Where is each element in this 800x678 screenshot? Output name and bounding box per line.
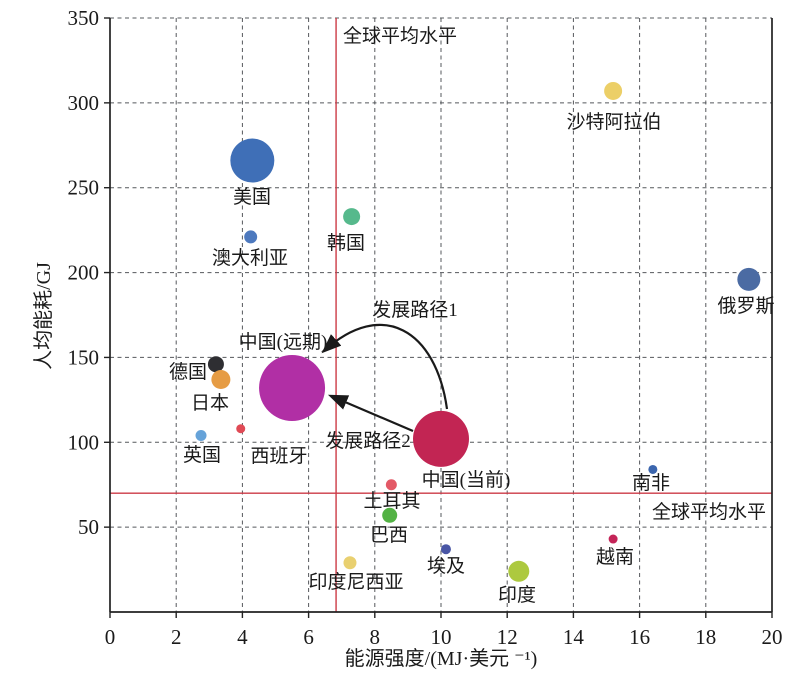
x-tick-label-6: 6 [303, 625, 314, 649]
x-tick-label-10: 10 [431, 625, 452, 649]
y-axis-title: 人均能耗/GJ [32, 262, 55, 370]
bubble-germany [207, 356, 224, 373]
bubble-label-germany: 德国 [169, 361, 207, 383]
development-path-1-label: 发展路径1 [372, 299, 458, 321]
bubble-label-russia: 俄罗斯 [717, 295, 774, 317]
bubble-russia [737, 267, 761, 291]
y-tick-label-250: 250 [68, 176, 100, 200]
bubble-label-egypt: 埃及 [427, 555, 465, 577]
x-tick-label-8: 8 [370, 625, 381, 649]
bubble-australia [244, 230, 258, 244]
bubble-brazil [382, 507, 398, 523]
bubble-south-africa [648, 464, 658, 474]
bubble-saudi-arabia [604, 81, 623, 100]
bubble-label-australia: 澳大利亚 [212, 247, 288, 269]
x-tick-label-18: 18 [695, 625, 716, 649]
bubble-label-south-africa: 南非 [632, 472, 670, 494]
bubble-label-china-future: 中国(远期) [239, 331, 328, 353]
global-average-label-bottom: 全球平均水平 [652, 501, 766, 523]
bubble-label-south-korea: 韩国 [327, 232, 365, 254]
bubble-label-china-current: 中国(当前) [422, 469, 511, 491]
y-tick-label-150: 150 [68, 345, 100, 369]
bubble-label-brazil: 巴西 [370, 525, 408, 546]
bubble-india [508, 560, 530, 582]
x-axis-title: 能源强度/(MJ·美元 ⁻¹) [345, 647, 538, 670]
bubble-label-saudi-arabia: 沙特阿拉伯 [566, 111, 661, 133]
bubble-china-future [259, 354, 326, 421]
bubble-label-spain: 西班牙 [250, 445, 307, 467]
development-path-1-arrow [321, 323, 449, 410]
y-tick-label-350: 350 [68, 6, 100, 30]
bubble-usa [230, 138, 275, 183]
x-tick-label-2: 2 [171, 625, 182, 649]
y-tick-label-50: 50 [78, 515, 99, 539]
bubble-indonesia [343, 556, 357, 570]
bubble-label-usa: 美国 [233, 186, 271, 208]
bubble-label-japan: 日本 [191, 392, 229, 414]
bubble-egypt [440, 544, 451, 555]
bubble-label-uk: 英国 [183, 444, 221, 466]
bubble-label-indonesia: 印度尼西亚 [308, 571, 403, 593]
bubble-turkey [385, 479, 397, 491]
bubble-china-current [413, 410, 469, 467]
x-tick-label-14: 14 [563, 625, 585, 649]
x-tick-label-20: 20 [762, 625, 783, 649]
bubble-label-turkey: 土耳其 [363, 490, 420, 512]
x-tick-label-12: 12 [497, 625, 518, 649]
y-tick-label-100: 100 [68, 430, 100, 454]
x-tick-label-4: 4 [237, 625, 248, 649]
y-tick-label-300: 300 [68, 91, 100, 115]
bubble-label-vietnam: 越南 [596, 546, 634, 568]
x-tick-label-0: 0 [105, 625, 116, 649]
bubble-spain [236, 424, 246, 434]
bubble-label-india: 印度 [498, 584, 536, 606]
development-path-2-label: 发展路径2 [325, 430, 411, 452]
x-tick-label-16: 16 [629, 625, 650, 649]
bubble-vietnam [608, 534, 618, 544]
bubble-japan [211, 369, 231, 389]
y-tick-label-200: 200 [68, 261, 100, 285]
bubble-south-korea [343, 208, 361, 226]
bubble-uk [195, 429, 207, 441]
development-path-2-arrow [327, 394, 414, 433]
global-average-label-top: 全球平均水平 [343, 25, 457, 47]
